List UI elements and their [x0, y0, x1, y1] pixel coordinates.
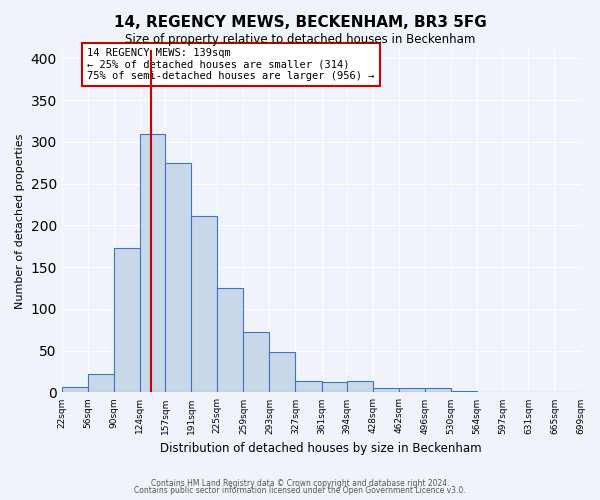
Text: Contains HM Land Registry data © Crown copyright and database right 2024.: Contains HM Land Registry data © Crown c… [151, 478, 449, 488]
Bar [244, 332, 269, 392]
Text: Contains public sector information licensed under the Open Government Licence v3: Contains public sector information licen… [134, 486, 466, 495]
Bar [269, 352, 295, 393]
Bar [165, 163, 191, 392]
Bar [347, 380, 373, 392]
Text: Size of property relative to detached houses in Beckenham: Size of property relative to detached ho… [125, 32, 475, 46]
Bar [373, 388, 399, 392]
Bar [295, 380, 322, 392]
X-axis label: Distribution of detached houses by size in Beckenham: Distribution of detached houses by size … [160, 442, 482, 455]
Bar [425, 388, 451, 392]
Bar [62, 386, 88, 392]
Bar [191, 216, 217, 392]
Bar [114, 248, 140, 392]
Bar [399, 388, 425, 392]
Text: 14, REGENCY MEWS, BECKENHAM, BR3 5FG: 14, REGENCY MEWS, BECKENHAM, BR3 5FG [113, 15, 487, 30]
Bar [140, 134, 165, 392]
Bar [217, 288, 244, 393]
Bar [88, 374, 114, 392]
Bar [451, 391, 477, 392]
Y-axis label: Number of detached properties: Number of detached properties [15, 134, 25, 309]
Bar [322, 382, 347, 392]
Text: 14 REGENCY MEWS: 139sqm
← 25% of detached houses are smaller (314)
75% of semi-d: 14 REGENCY MEWS: 139sqm ← 25% of detache… [87, 48, 374, 81]
